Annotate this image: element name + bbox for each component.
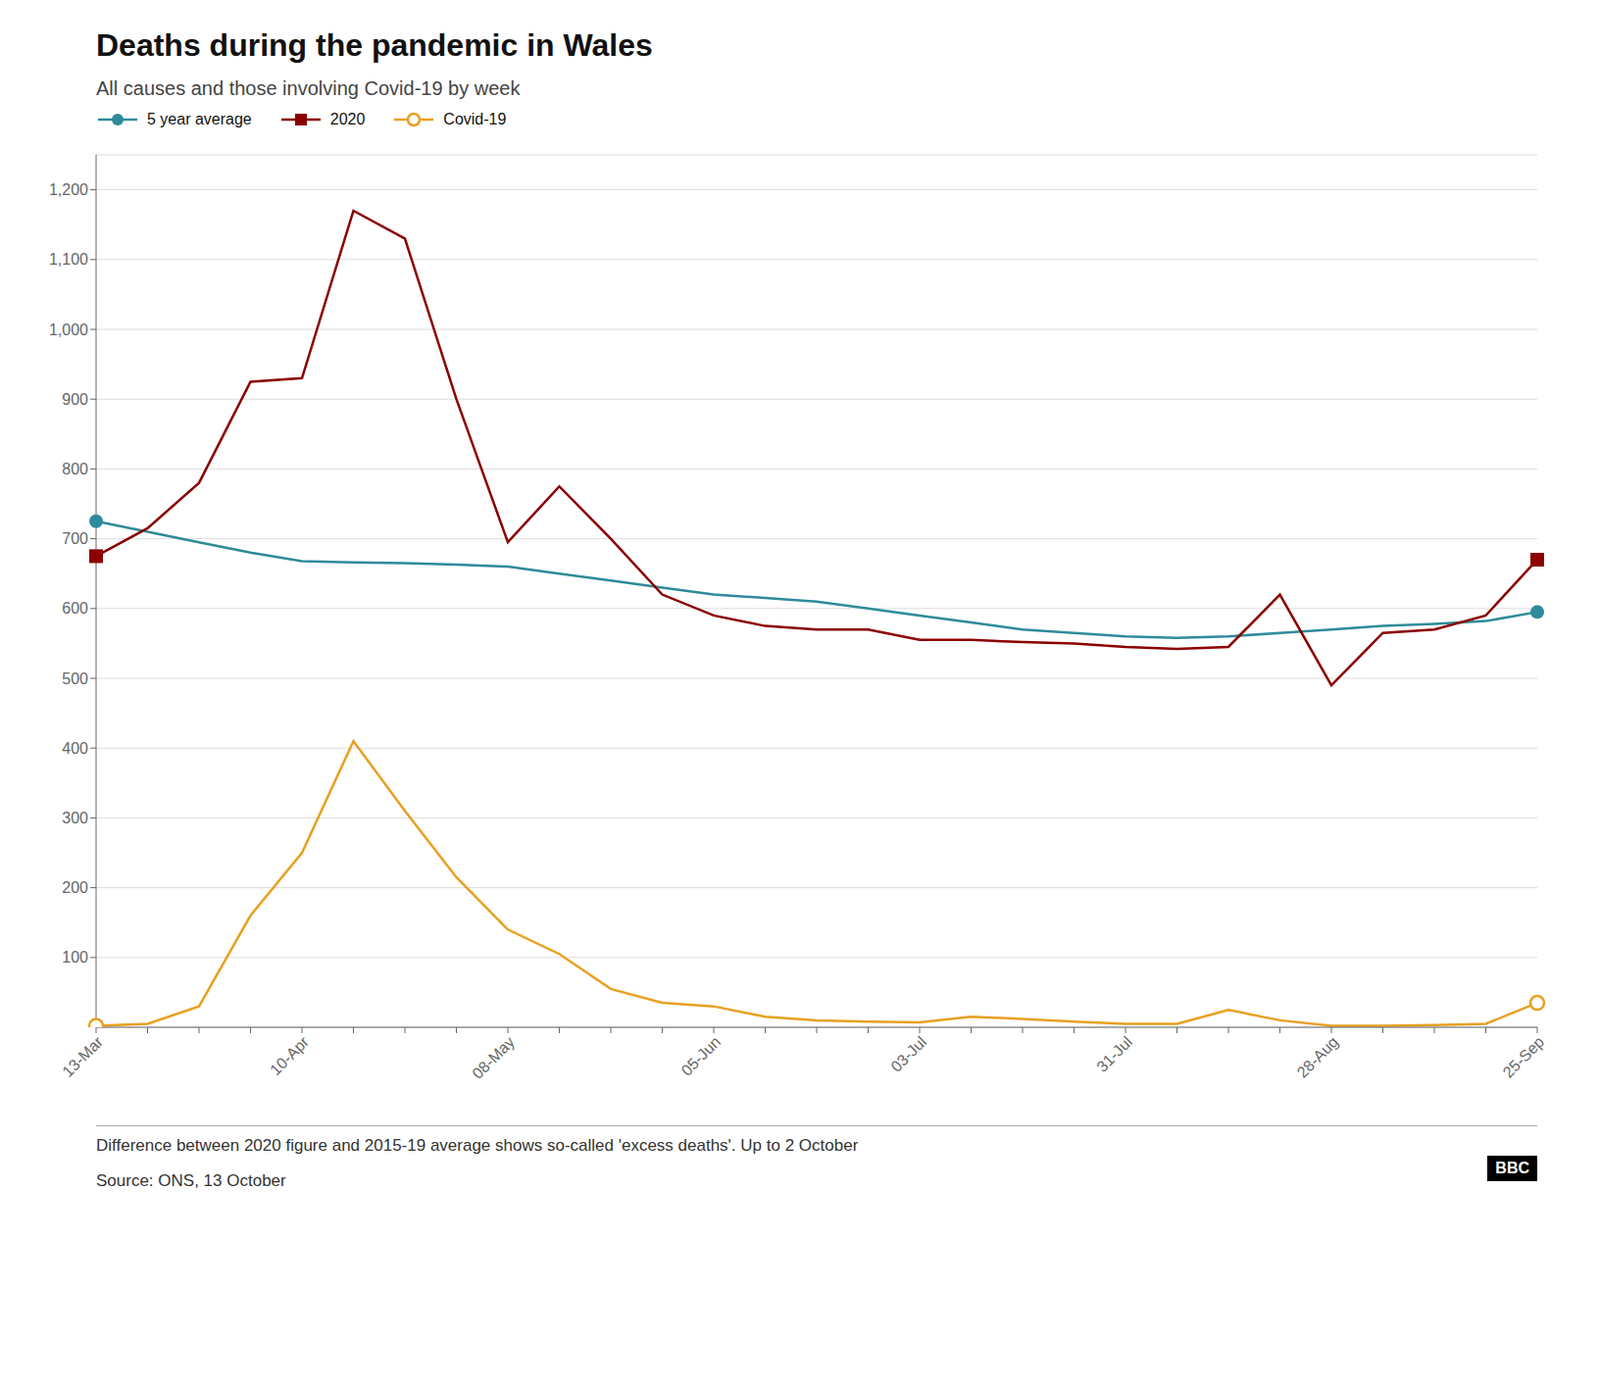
svg-text:28-Aug: 28-Aug xyxy=(1294,1033,1343,1082)
svg-text:03-Jul: 03-Jul xyxy=(887,1033,930,1076)
svg-text:08-May: 08-May xyxy=(468,1033,518,1083)
svg-text:300: 300 xyxy=(61,809,89,827)
svg-text:1,100: 1,100 xyxy=(49,250,89,268)
svg-text:700: 700 xyxy=(61,530,89,548)
html-text:Source: ONS, 13 October: Source: ONS, 13 October xyxy=(96,1171,286,1191)
svg-text:05-Jun: 05-Jun xyxy=(678,1033,725,1080)
svg-text:31-Jul: 31-Jul xyxy=(1093,1033,1136,1076)
svg-text:200: 200 xyxy=(61,879,89,897)
html-text:BBC: BBC xyxy=(1495,1159,1530,1177)
svg-text:500: 500 xyxy=(61,670,89,688)
svg-text:800: 800 xyxy=(61,460,89,478)
html-text:All causes and those involving: All causes and those involving Covid-19 … xyxy=(96,77,521,100)
svg-text:900: 900 xyxy=(61,391,89,408)
svg-text:10-Apr: 10-Apr xyxy=(266,1033,312,1079)
html-text:2020: 2020 xyxy=(330,110,365,128)
svg-text:13-Mar: 13-Mar xyxy=(58,1033,106,1081)
svg-text:1,200: 1,200 xyxy=(49,181,89,199)
html-text:Deaths during the pandemic in: Deaths during the pandemic in Wales xyxy=(96,27,653,63)
svg-text:400: 400 xyxy=(61,740,89,757)
svg-text:600: 600 xyxy=(61,600,89,617)
svg-text:25-Sep: 25-Sep xyxy=(1500,1033,1549,1082)
html-text:Covid-19: Covid-19 xyxy=(443,110,507,128)
svg-text:1,000: 1,000 xyxy=(49,321,89,339)
html-text:5 year average: 5 year average xyxy=(147,110,252,128)
html-text:Difference between 2020 figure: Difference between 2020 figure and 2015-… xyxy=(96,1136,859,1155)
svg-text:100: 100 xyxy=(61,949,89,966)
